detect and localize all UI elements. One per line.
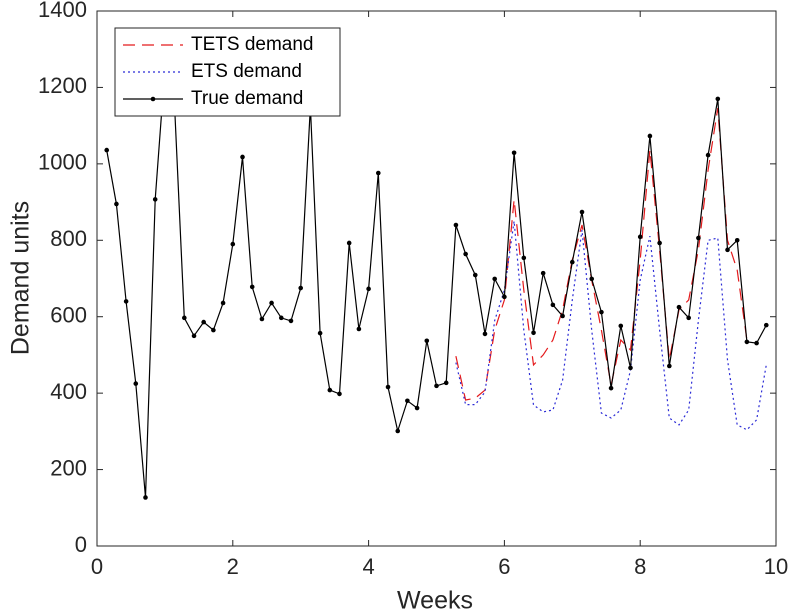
x-axis-label: Weeks [397, 587, 473, 615]
point [754, 340, 759, 346]
point [521, 255, 527, 261]
y-tick-label: 600 [50, 303, 87, 328]
point [191, 333, 197, 339]
legend-label: True demand [191, 88, 303, 109]
y-tick-label: 0 [75, 532, 87, 557]
y-tick-label: 400 [50, 379, 87, 404]
point [346, 240, 352, 246]
x-tick-label: 2 [227, 554, 239, 579]
point [414, 405, 420, 411]
point [395, 428, 401, 434]
point [531, 330, 536, 336]
point [385, 384, 391, 390]
point [123, 299, 129, 304]
point [637, 234, 643, 240]
x-tick-label: 6 [498, 554, 510, 579]
point [482, 331, 488, 337]
point [734, 237, 740, 243]
point [317, 330, 323, 336]
point [570, 259, 575, 265]
point [211, 327, 216, 333]
point [376, 170, 381, 176]
point [434, 383, 439, 389]
point [472, 272, 478, 278]
y-tick-label: 1000 [38, 150, 87, 175]
point [114, 201, 119, 207]
y-tick-label: 1400 [38, 0, 87, 22]
legend: TETS demand ETS demand True demand [114, 27, 341, 117]
y-axis-label: Demand units [7, 201, 35, 355]
legend-box [114, 27, 341, 117]
point [763, 322, 769, 328]
point [405, 398, 410, 404]
point [182, 315, 187, 321]
point [220, 300, 226, 306]
x-tick-label: 8 [634, 554, 646, 579]
point [744, 339, 750, 345]
point [278, 315, 284, 321]
point [143, 495, 148, 500]
point [463, 251, 468, 257]
point [424, 338, 430, 344]
point [502, 294, 507, 300]
point [540, 270, 546, 276]
point [511, 150, 517, 156]
point [705, 152, 711, 158]
point [337, 391, 342, 397]
point [269, 300, 274, 306]
y-tick-label: 800 [50, 226, 87, 251]
point [298, 285, 304, 291]
point [560, 313, 565, 319]
x-tick-label: 10 [764, 554, 788, 579]
point [240, 154, 245, 160]
point [249, 284, 255, 290]
series-line [455, 221, 767, 431]
point [288, 318, 294, 324]
point [589, 276, 595, 282]
point [259, 316, 265, 322]
y-tick-label: 1200 [38, 73, 87, 98]
legend-label: TETS demand [191, 34, 314, 55]
point [608, 385, 614, 391]
point [550, 302, 556, 308]
point [201, 319, 206, 325]
point [327, 387, 333, 393]
point [599, 309, 604, 315]
x-tick-label: 0 [91, 554, 103, 579]
point [628, 365, 633, 371]
plot-frame [96, 10, 777, 547]
point [443, 380, 449, 386]
x-tick-label: 4 [362, 554, 374, 579]
point [647, 133, 653, 139]
y-tick-label: 200 [50, 455, 87, 480]
point [667, 363, 672, 369]
point [133, 381, 139, 386]
point [152, 197, 158, 202]
point [366, 286, 371, 292]
legend-label: ETS demand [191, 61, 302, 82]
point [676, 304, 682, 310]
point [696, 235, 701, 241]
point [715, 96, 721, 102]
point [104, 147, 110, 153]
series-line [455, 108, 748, 401]
point [356, 326, 362, 332]
point [618, 323, 624, 329]
series-line [106, 68, 767, 498]
point [657, 240, 662, 246]
point [686, 315, 691, 321]
point [579, 209, 585, 215]
legend-marker [150, 96, 156, 102]
point [725, 247, 730, 253]
point [453, 222, 459, 228]
point [492, 276, 497, 282]
point [230, 241, 236, 247]
